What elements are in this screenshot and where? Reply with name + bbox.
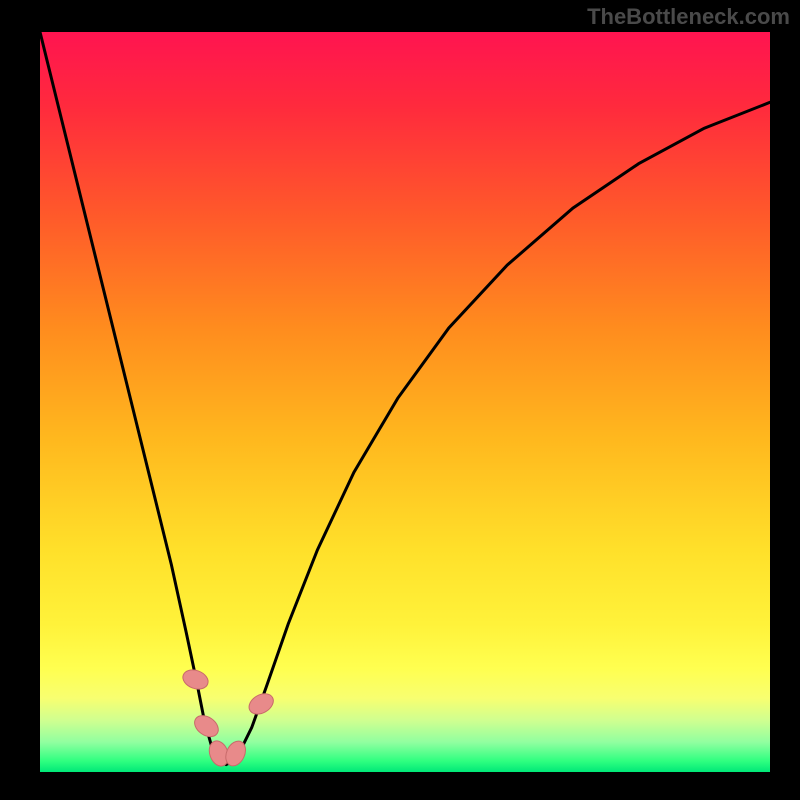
curve-marker <box>245 690 277 719</box>
watermark-text: TheBottleneck.com <box>587 4 790 30</box>
curve-overlay <box>40 32 770 772</box>
plot-area <box>40 32 770 772</box>
curve-marker <box>180 667 211 693</box>
curve-marker <box>191 711 223 741</box>
chart-container: TheBottleneck.com <box>0 0 800 800</box>
bottleneck-curve <box>40 32 770 765</box>
